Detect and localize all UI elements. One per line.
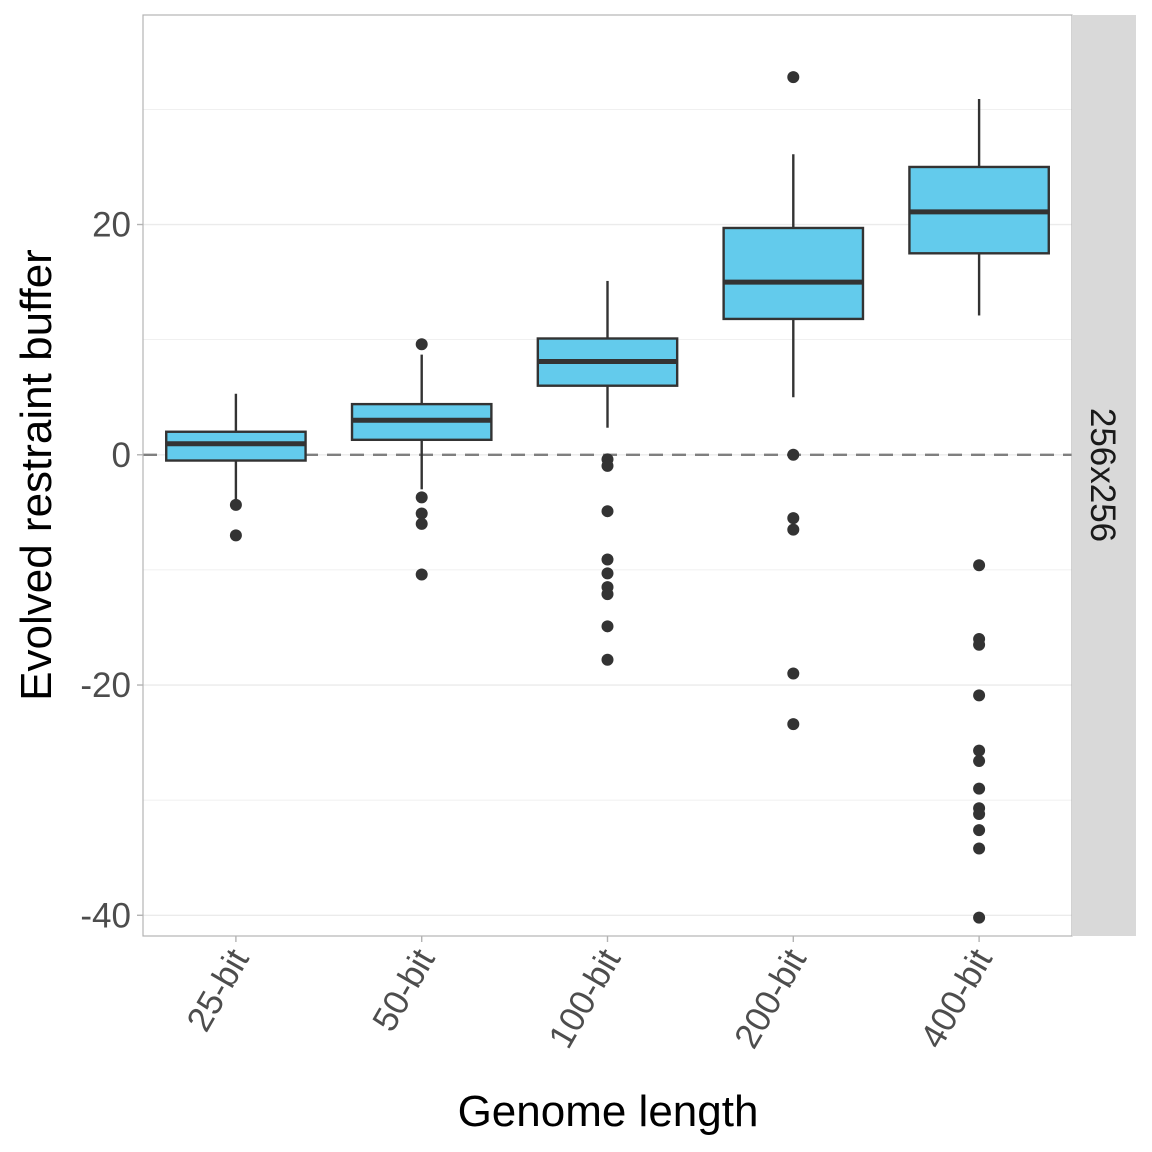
outlier-point xyxy=(415,491,428,504)
panel-background xyxy=(143,15,1072,936)
outlier-point xyxy=(415,338,428,351)
outlier-point xyxy=(601,567,614,580)
outlier-point xyxy=(973,744,986,757)
outlier-point xyxy=(973,559,986,572)
facet-strip xyxy=(1072,15,1136,936)
y-tick-label: 20 xyxy=(92,206,131,245)
box-100-bit xyxy=(536,280,679,666)
outlier-point xyxy=(787,667,800,680)
y-tick-label: -40 xyxy=(80,896,131,935)
outlier-point xyxy=(415,517,428,530)
outlier-point xyxy=(973,842,986,855)
outlier-point xyxy=(973,755,986,768)
box-200-bit xyxy=(722,71,865,731)
outlier-point xyxy=(973,911,986,924)
y-tick-label: 0 xyxy=(112,436,131,475)
outlier-point xyxy=(787,448,800,461)
outlier-point xyxy=(787,71,800,84)
outlier-point xyxy=(973,807,986,820)
x-tick-label: 50-bit xyxy=(365,942,443,1038)
outlier-point xyxy=(787,512,800,525)
outlier-point xyxy=(229,529,242,542)
outlier-point xyxy=(601,653,614,666)
outlier-point xyxy=(415,507,428,520)
outlier-point xyxy=(787,718,800,731)
facet-strip-label: 256x256 xyxy=(1083,408,1122,542)
outlier-point xyxy=(787,523,800,536)
outlier-point xyxy=(415,568,428,581)
x-tick-label: 25-bit xyxy=(179,942,257,1038)
outlier-point xyxy=(973,782,986,795)
box-400-bit xyxy=(908,99,1050,924)
y-tick-label: -20 xyxy=(80,666,131,705)
boxes xyxy=(165,71,1050,924)
outlier-point xyxy=(229,498,242,511)
outlier-point xyxy=(601,620,614,633)
outlier-point xyxy=(601,505,614,518)
x-tick-label: 400-bit xyxy=(913,942,1000,1054)
iqr-box xyxy=(722,226,865,321)
x-axis: 25-bit 50-bit 100-bit 200-bit 400-bit xyxy=(179,936,1000,1055)
outlier-point xyxy=(973,824,986,837)
outlier-point xyxy=(601,553,614,566)
x-tick-label: 200-bit xyxy=(727,942,814,1054)
y-axis: -40 -20 0 20 xyxy=(80,206,143,935)
y-axis-title: Evolved restraint buffer xyxy=(12,249,61,701)
outlier-point xyxy=(973,638,986,651)
x-tick-label: 100-bit xyxy=(541,942,628,1054)
x-axis-title: Genome length xyxy=(458,1087,759,1136)
box-25-bit xyxy=(165,393,307,542)
box-50-bit xyxy=(350,338,493,581)
outlier-point xyxy=(601,459,614,472)
outlier-point xyxy=(973,689,986,702)
outlier-point xyxy=(601,588,614,601)
